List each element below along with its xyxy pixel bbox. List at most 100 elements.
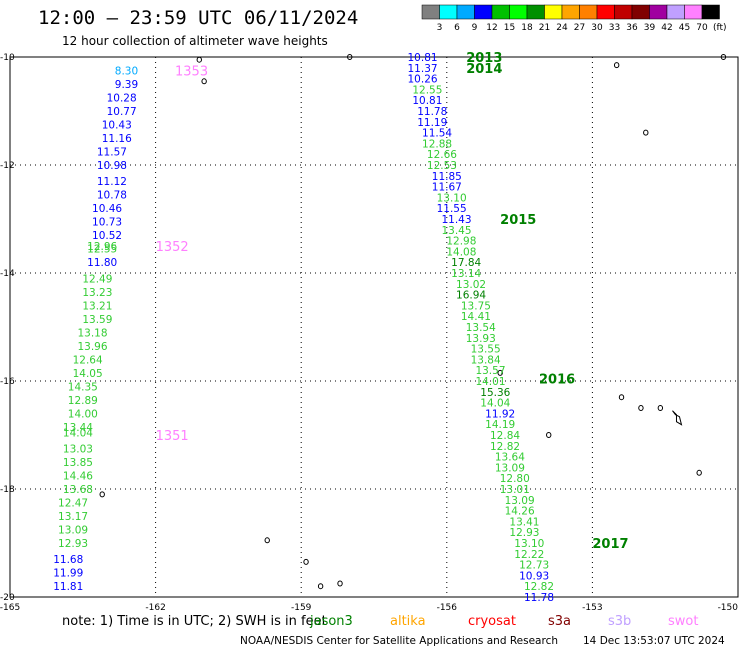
swh-data-label: 12.80 <box>500 473 530 485</box>
swh-data-label: 9.39 <box>115 79 138 91</box>
color-scale-swatch <box>474 4 493 20</box>
island-outline <box>317 583 324 590</box>
color-scale-tick-label: 24 <box>556 23 568 33</box>
swh-data-label: 10.77 <box>107 106 137 118</box>
swh-data-label: 10.81 <box>412 95 442 107</box>
x-tick-label: -162 <box>145 603 165 613</box>
swh-data-label: 14.46 <box>63 471 93 483</box>
swh-data-label: 11.19 <box>417 117 447 129</box>
footer-timestamp: 14 Dec 13:53:07 UTC 2024 <box>583 635 725 647</box>
swh-data-label: 11.54 <box>422 128 452 140</box>
mission-legend-s3b: s3b <box>608 614 631 629</box>
color-scale-tick-label: 36 <box>626 23 638 33</box>
island-outline <box>337 580 343 587</box>
swh-data-label: 12.64 <box>73 354 103 366</box>
island-outline <box>201 78 207 85</box>
island-outline <box>99 491 105 498</box>
swh-data-label: 12.47 <box>58 498 88 510</box>
color-scale-swatch <box>701 4 720 20</box>
swh-data-label: 11.78 <box>524 592 554 604</box>
swh-data-label: 11.80 <box>87 257 117 269</box>
swh-data-label: 10.73 <box>92 217 122 229</box>
pass-label: 2015 <box>500 213 536 228</box>
y-axis-ticks: -10 -12 -14 -16 -18 -20 <box>0 53 15 603</box>
swh-data-label: 13.64 <box>495 452 525 464</box>
swh-data-label: 14.01 <box>475 376 505 388</box>
color-scale-legend: 3 6 9 12 15 18 21 24 27 30 33 36 39 42 45 70 <box>421 4 720 33</box>
swh-data-label: 13.03 <box>63 444 93 456</box>
swh-data-label: 12.22 <box>514 549 544 561</box>
pass-label: 1353 <box>175 65 208 80</box>
swh-data-label: 13.84 <box>471 354 501 366</box>
y-tick-label: -12 <box>0 161 15 171</box>
swh-data-label: 13.96 <box>77 341 107 353</box>
x-tick-label: -156 <box>437 603 458 613</box>
color-scale-tick-label: 27 <box>574 23 585 33</box>
color-scale-unit: (ft) <box>713 23 727 33</box>
swh-data-label: 12.55 <box>87 244 117 256</box>
swh-data-label: 14.41 <box>461 311 491 323</box>
swh-data-label: 10.93 <box>519 570 549 582</box>
pass-label: 2016 <box>539 372 575 387</box>
swh-data-label: 14.26 <box>505 506 535 518</box>
swh-data-label: 12.93 <box>58 538 88 550</box>
swh-data-label: 13.10 <box>514 538 544 550</box>
plot-area: -165 -162 -159 -156 -153 -150 -10 -12 -14 -16 -18… <box>0 51 739 613</box>
color-scale-swatch <box>666 4 685 20</box>
island-outline <box>696 469 702 476</box>
gridlines <box>10 57 738 597</box>
swh-data-label: 14.08 <box>446 246 476 258</box>
mission-legend-jason3: jason3 <box>309 614 353 629</box>
swh-data-label: 14.04 <box>480 398 510 410</box>
color-scale-swatch <box>439 4 458 20</box>
swh-data-label: 13.68 <box>63 484 93 496</box>
swh-data-label: 13.54 <box>466 322 496 334</box>
y-tick-label: -10 <box>0 53 15 63</box>
swh-data-label: 12.88 <box>422 138 452 150</box>
swh-data-label: 13.01 <box>500 484 530 496</box>
color-scale-tick-label: 15 <box>504 23 515 33</box>
color-scale-tick-label: 12 <box>486 23 497 33</box>
color-scale-swatch <box>421 4 440 20</box>
footer-note: note: 1) Time is in UTC; 2) SWH is in fe… <box>62 614 327 629</box>
swh-data-label: 13.21 <box>82 300 112 312</box>
swh-data-label: 16.94 <box>456 290 486 302</box>
swh-data-label: 14.19 <box>485 419 515 431</box>
swh-data-label: 13.14 <box>451 268 481 280</box>
swh-data-label: 11.43 <box>441 214 471 226</box>
color-scale-swatch <box>579 4 598 20</box>
color-scale-tick-label: 39 <box>644 23 656 33</box>
chart-title: 12:00 – 23:59 UTC 06/11/2024 <box>38 7 358 29</box>
y-tick-label: -16 <box>0 377 15 387</box>
mission-legend-cryosat: cryosat <box>468 614 516 629</box>
color-scale-tick-label: 3 <box>437 23 443 33</box>
swh-data-label: 10.28 <box>107 93 137 105</box>
swh-data-label: 13.02 <box>456 279 486 291</box>
color-scale-swatch <box>631 4 650 20</box>
swh-data-label: 15.36 <box>480 387 510 399</box>
color-scale-swatch <box>526 4 545 20</box>
island-outline <box>720 54 727 60</box>
color-scale-swatch <box>561 4 580 20</box>
plot-frame <box>9 56 739 598</box>
x-tick-label: -150 <box>718 603 739 613</box>
swh-data-label: 13.55 <box>471 344 501 356</box>
swh-data-label: 11.78 <box>417 106 447 118</box>
swh-data-label: 11.55 <box>437 203 467 215</box>
footer-credit: NOAA/NESDIS Center for Satellite Applica… <box>240 635 558 647</box>
mission-legend-altika: altika <box>390 614 426 629</box>
swh-data-label: 12.93 <box>509 527 539 539</box>
y-tick-label: -18 <box>0 485 15 495</box>
x-tick-label: -165 <box>0 603 20 613</box>
island-outline <box>497 369 503 376</box>
swh-data-label: 13.45 <box>441 225 471 237</box>
color-scale-tick-label: 9 <box>472 23 478 33</box>
island-outline <box>303 558 309 565</box>
pass-label: 2013 <box>466 51 502 66</box>
swh-data-label: 13.18 <box>77 327 107 339</box>
swh-data-label: 12.82 <box>490 441 520 453</box>
color-scale-tick-label: 21 <box>539 23 550 33</box>
island-outline <box>264 537 270 544</box>
